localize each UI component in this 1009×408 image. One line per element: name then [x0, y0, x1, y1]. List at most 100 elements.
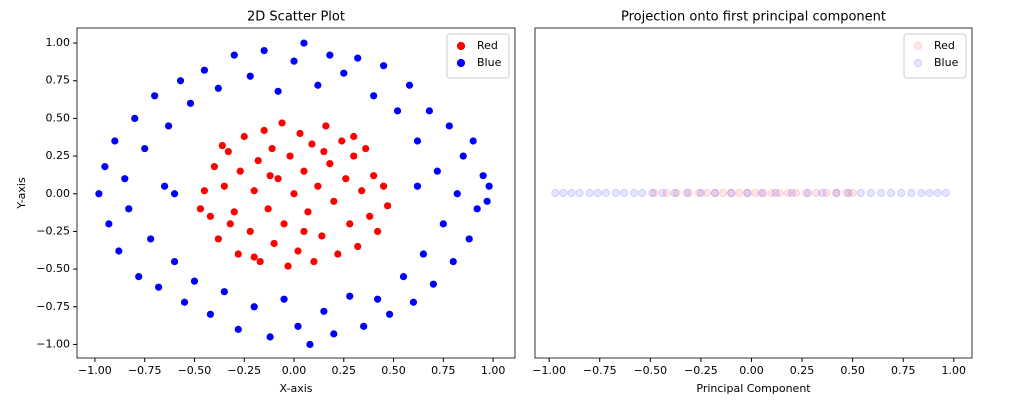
- point: [280, 220, 288, 228]
- point: [650, 188, 659, 198]
- point: [246, 227, 254, 236]
- point: [429, 280, 437, 288]
- point: [670, 188, 679, 198]
- point: [832, 188, 841, 198]
- legend-marker: [913, 41, 923, 51]
- point: [290, 190, 298, 198]
- legend-label: Red: [934, 39, 955, 52]
- point: [559, 188, 568, 198]
- point: [338, 137, 346, 145]
- x-tick-label: 0.00: [282, 364, 307, 377]
- x-tick-label: 0.00: [739, 364, 764, 377]
- y-axis-label: Y-axis: [15, 177, 28, 210]
- point: [425, 107, 433, 115]
- point: [465, 235, 473, 243]
- point: [370, 92, 378, 100]
- point: [264, 205, 272, 213]
- point: [135, 273, 143, 281]
- point: [358, 187, 366, 195]
- x-tick-label: 0.75: [431, 364, 456, 377]
- point: [300, 227, 308, 236]
- point: [300, 39, 308, 47]
- point: [385, 310, 394, 318]
- point: [294, 322, 302, 330]
- legend-label: Blue: [477, 56, 502, 69]
- point: [250, 187, 258, 195]
- point: [151, 92, 159, 100]
- point: [270, 239, 278, 248]
- x-tick-label: −0.75: [583, 364, 617, 377]
- x-tick-label: 0.50: [381, 364, 406, 377]
- point: [551, 188, 560, 198]
- point: [214, 235, 222, 243]
- point: [236, 167, 244, 175]
- point: [105, 220, 113, 228]
- point: [856, 188, 865, 198]
- point: [196, 205, 205, 213]
- y-tick-label: −1.00: [36, 337, 70, 350]
- chart-title: Projection onto first principal componen…: [621, 10, 886, 25]
- point: [459, 152, 467, 160]
- point: [694, 188, 703, 198]
- point: [147, 235, 155, 243]
- x-tick-label: −0.75: [128, 364, 162, 377]
- point: [751, 188, 760, 198]
- point: [658, 188, 667, 198]
- point: [822, 188, 831, 198]
- point: [453, 190, 461, 198]
- point: [374, 295, 382, 303]
- point: [214, 84, 222, 92]
- point: [268, 144, 276, 153]
- y-tick-label: 0.00: [46, 187, 71, 200]
- point: [611, 188, 621, 198]
- point: [710, 188, 720, 198]
- point: [933, 188, 942, 198]
- point: [310, 257, 318, 266]
- point: [200, 187, 209, 195]
- point: [176, 77, 185, 85]
- point: [735, 188, 744, 198]
- point: [449, 257, 457, 266]
- point: [848, 188, 857, 198]
- point: [141, 144, 149, 153]
- point: [101, 163, 109, 171]
- y-tick-label: 0.50: [46, 111, 71, 124]
- point: [294, 247, 302, 255]
- point: [413, 182, 422, 190]
- y-tick-label: 0.75: [46, 74, 71, 87]
- point: [354, 54, 362, 62]
- legend-marker: [456, 41, 466, 51]
- x-tick-label: −1.00: [532, 364, 566, 377]
- point: [399, 273, 408, 281]
- point: [866, 188, 875, 198]
- y-tick-label: −0.75: [36, 300, 70, 313]
- point: [220, 288, 228, 296]
- point: [190, 277, 199, 285]
- point: [832, 188, 841, 198]
- point: [111, 137, 119, 145]
- point: [350, 132, 358, 141]
- point: [115, 247, 123, 255]
- point: [360, 322, 368, 330]
- point: [409, 298, 418, 306]
- x-tick-label: 0.75: [891, 364, 916, 377]
- point: [250, 303, 258, 311]
- point: [445, 122, 453, 130]
- point: [274, 87, 282, 95]
- point: [314, 81, 322, 89]
- point: [771, 188, 780, 198]
- point: [161, 182, 169, 190]
- point: [362, 144, 370, 153]
- point: [485, 182, 493, 190]
- point: [230, 208, 238, 216]
- x-tick-label: −1.00: [78, 364, 112, 377]
- point: [727, 188, 736, 198]
- x-tick-label: 0.25: [790, 364, 815, 377]
- point: [682, 188, 691, 198]
- point: [743, 188, 752, 198]
- point: [304, 208, 312, 216]
- point: [274, 175, 282, 183]
- point: [897, 188, 906, 198]
- point: [630, 188, 639, 198]
